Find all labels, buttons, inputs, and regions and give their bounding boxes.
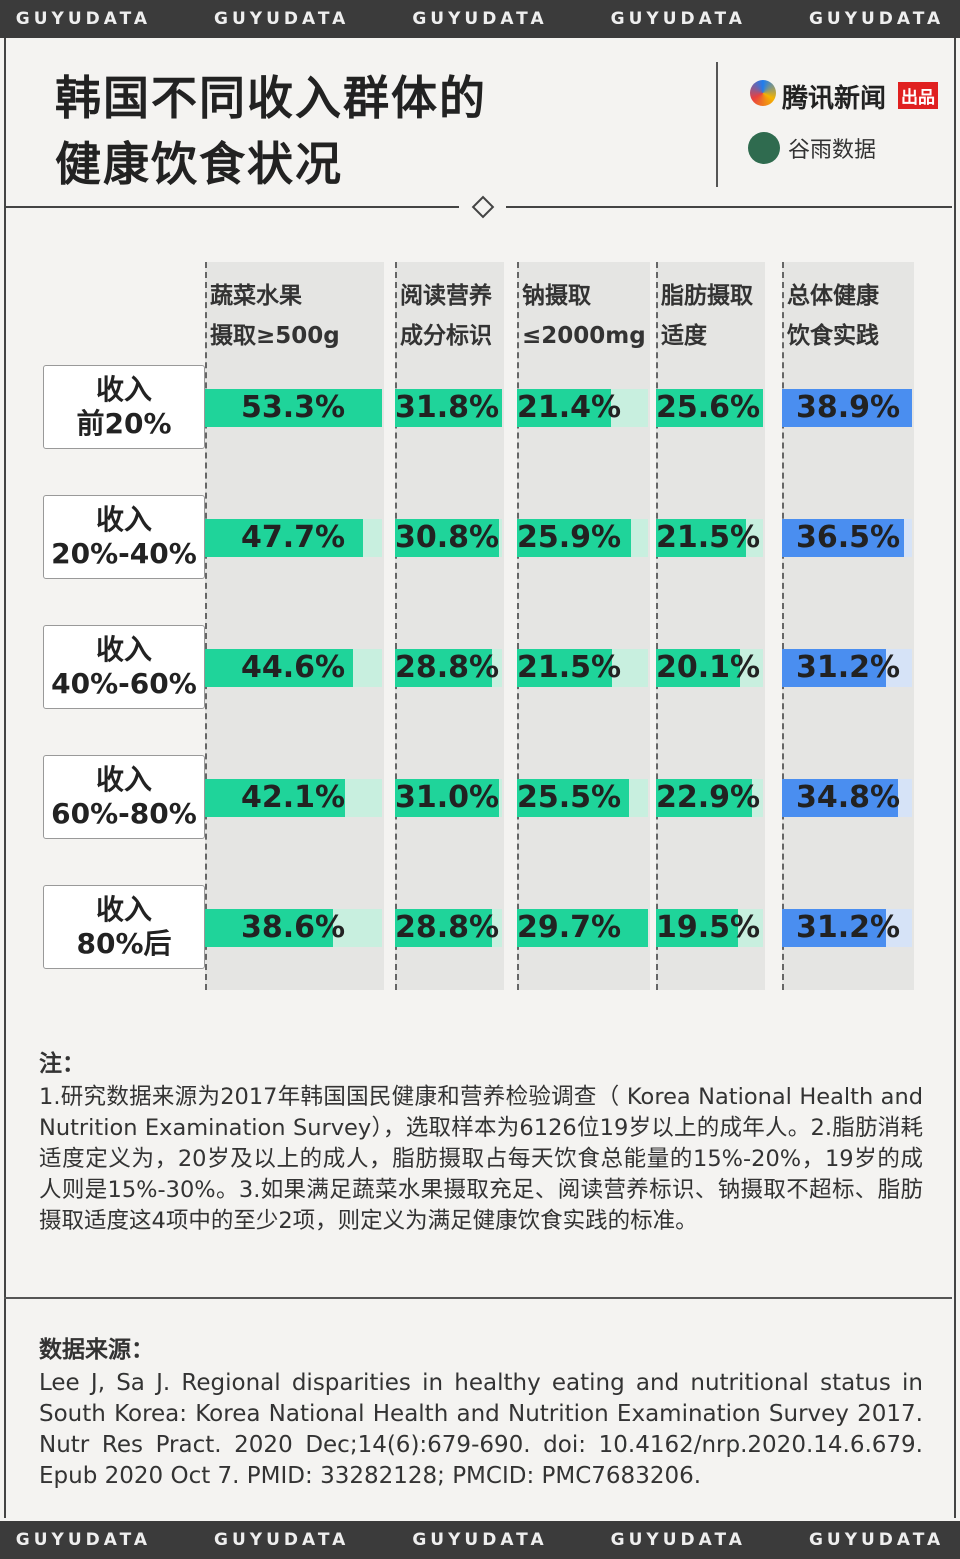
value-label: 28.8% <box>395 650 500 685</box>
value-label: 31.2% <box>796 910 901 945</box>
value-label: 42.1% <box>241 780 346 815</box>
bar <box>656 779 752 817</box>
value-label: 47.7% <box>241 520 346 555</box>
bar <box>656 389 763 427</box>
banner-text: GUYUDATA <box>610 1530 746 1550</box>
column-header: 蔬菜水果 摄取≥500g <box>210 283 340 349</box>
row-label: 收入 20%-40% <box>43 495 205 579</box>
notes-text: 1.研究数据来源为2017年韩国国民健康和营养检验调查（ Korea Natio… <box>39 1084 923 1234</box>
value-label: 21.5% <box>517 650 622 685</box>
column-bg <box>517 262 650 990</box>
chart: 蔬菜水果 摄取≥500g 53.3% 47.7% 44.6% 42.1% 38.6% 阅读营… <box>43 262 914 990</box>
banner-text: GUYUDATA <box>15 9 152 29</box>
bar <box>656 649 740 687</box>
value-label: 36.5% <box>796 520 901 555</box>
value-label: 25.5% <box>517 780 622 815</box>
value-label: 30.8% <box>395 520 500 555</box>
value-label: 38.6% <box>241 910 346 945</box>
value-label: 20.1% <box>656 650 761 685</box>
banner-text: GUYUDATA <box>808 1530 945 1550</box>
rule <box>4 206 459 208</box>
banner-text: GUYUDATA <box>412 1530 548 1550</box>
bar <box>205 909 334 947</box>
bar <box>656 909 738 947</box>
bar <box>395 389 502 427</box>
column-header: 钠摄取 ≤2000mg <box>522 283 646 349</box>
column-header: 脂肪摄取 适度 <box>661 283 753 349</box>
publisher-tag: 出品 <box>898 82 938 109</box>
banner-text: GUYUDATA <box>412 9 548 29</box>
title: 健康饮食状况 <box>55 137 343 191</box>
bar <box>205 389 382 427</box>
frame <box>4 38 956 1518</box>
bar <box>782 649 887 687</box>
column-bg <box>656 262 765 990</box>
partner: 谷雨数据 <box>788 138 877 163</box>
divider <box>716 62 718 187</box>
bottom-banner: GUYUDATA GUYUDATA GUYUDATA GUYUDATA GUYUDATA <box>0 1521 960 1559</box>
bar <box>782 909 887 947</box>
title: 韩国不同收入群体的 <box>55 71 487 125</box>
bar <box>782 779 899 817</box>
bar <box>517 909 648 947</box>
row-label: 收入 80%后 <box>43 885 205 969</box>
banner-text: GUYUDATA <box>214 9 350 29</box>
row-label: 收入 60%-80% <box>43 755 205 839</box>
column-header: 阅读营养 成分标识 <box>400 283 492 349</box>
banner-text: GUYUDATA <box>214 1530 350 1550</box>
publisher: 腾讯新闻 <box>782 84 887 114</box>
rule <box>506 206 952 208</box>
bar <box>782 519 904 557</box>
value-label: 21.4% <box>517 390 622 425</box>
source-text: Lee J, Sa J. Regional disparities in hea… <box>39 1370 923 1489</box>
column-header: 总体健康 饮食实践 <box>787 283 879 349</box>
value-label: 29.7% <box>517 910 622 945</box>
bar <box>517 779 630 817</box>
bar <box>205 519 364 557</box>
bar <box>205 649 354 687</box>
value-label: 38.9% <box>796 390 901 425</box>
rule <box>4 1297 952 1299</box>
column-bg <box>395 262 504 990</box>
bar <box>517 649 612 687</box>
value-label: 34.8% <box>796 780 901 815</box>
value-label: 53.3% <box>241 390 346 425</box>
source-heading: 数据来源： <box>39 1337 154 1363</box>
top-banner: GUYUDATA GUYUDATA GUYUDATA GUYUDATA GUYUDATA <box>0 0 960 38</box>
partner-icon <box>748 132 780 164</box>
value-label: 44.6% <box>241 650 346 685</box>
notes-heading: 注： <box>39 1051 85 1077</box>
row-label: 收入 前20% <box>43 365 205 449</box>
bar <box>395 519 499 557</box>
banner-text: GUYUDATA <box>808 9 945 29</box>
logo-icon <box>750 80 776 106</box>
column-bg <box>205 262 384 990</box>
bar <box>395 909 492 947</box>
banner-text: GUYUDATA <box>610 9 746 29</box>
value-label: 31.8% <box>395 390 500 425</box>
column-bg <box>782 262 914 990</box>
bar <box>205 779 345 817</box>
row-label: 收入 40%-60% <box>43 625 205 709</box>
bar <box>782 389 912 427</box>
bar <box>395 779 500 817</box>
banner-text: GUYUDATA <box>15 1530 152 1550</box>
value-label: 28.8% <box>395 910 500 945</box>
value-label: 19.5% <box>656 910 761 945</box>
value-label: 21.5% <box>656 520 761 555</box>
value-label: 25.6% <box>656 390 761 425</box>
value-label: 31.0% <box>395 780 500 815</box>
value-label: 31.2% <box>796 650 901 685</box>
bar <box>517 389 612 427</box>
bar <box>656 519 746 557</box>
bar <box>395 649 492 687</box>
value-label: 25.9% <box>517 520 622 555</box>
value-label: 22.9% <box>656 780 761 815</box>
bar <box>517 519 632 557</box>
